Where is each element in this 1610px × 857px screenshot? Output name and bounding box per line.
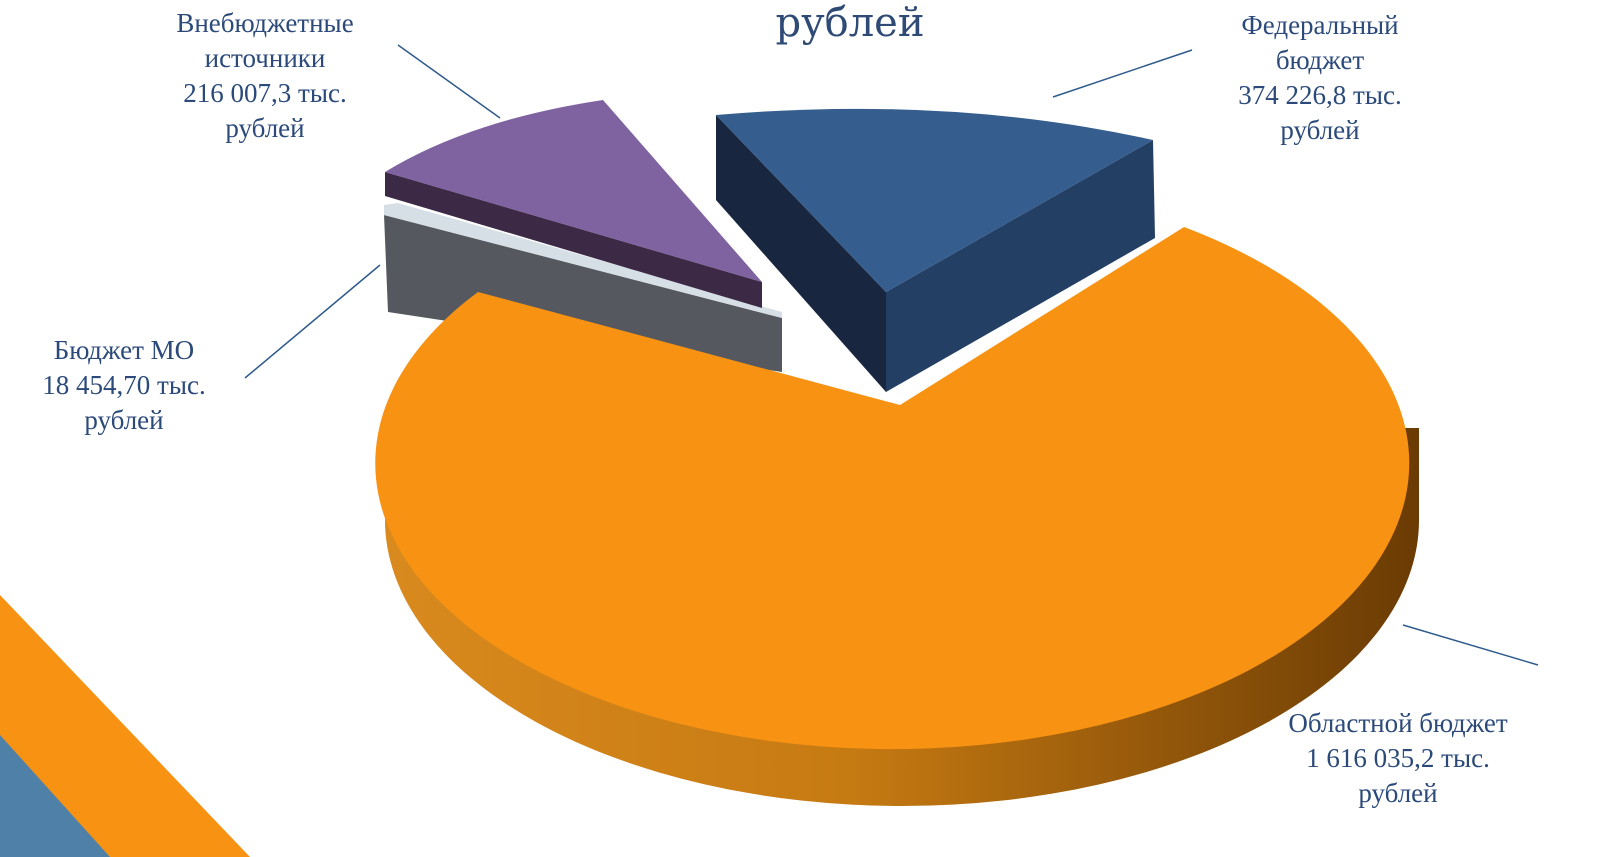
chart-title: рублей bbox=[775, 0, 925, 46]
label-regional: Областной бюджет 1 616 035,2 тыс. рублей bbox=[1288, 708, 1508, 808]
slice-federal bbox=[716, 108, 1155, 392]
leader-line-federal bbox=[1052, 49, 1193, 98]
label-federal: Федеральный бюджет 374 226,8 тыс. рублей bbox=[1238, 10, 1402, 145]
label-municipal: Бюджет МО 18 454,70 тыс. рублей bbox=[42, 335, 206, 435]
decor-stripe-orange bbox=[0, 595, 250, 857]
label-offbudget: Внебюджетные источники 216 007,3 тыс. ру… bbox=[176, 8, 354, 143]
decor-stripe-blue bbox=[0, 735, 110, 857]
slice-municipal bbox=[384, 203, 782, 372]
slice-offbudget bbox=[385, 100, 762, 308]
slice-regional bbox=[375, 227, 1419, 806]
leader-line-offbudget bbox=[397, 44, 501, 119]
leader-line-regional bbox=[1402, 624, 1539, 666]
leader-line-municipal bbox=[244, 264, 381, 379]
